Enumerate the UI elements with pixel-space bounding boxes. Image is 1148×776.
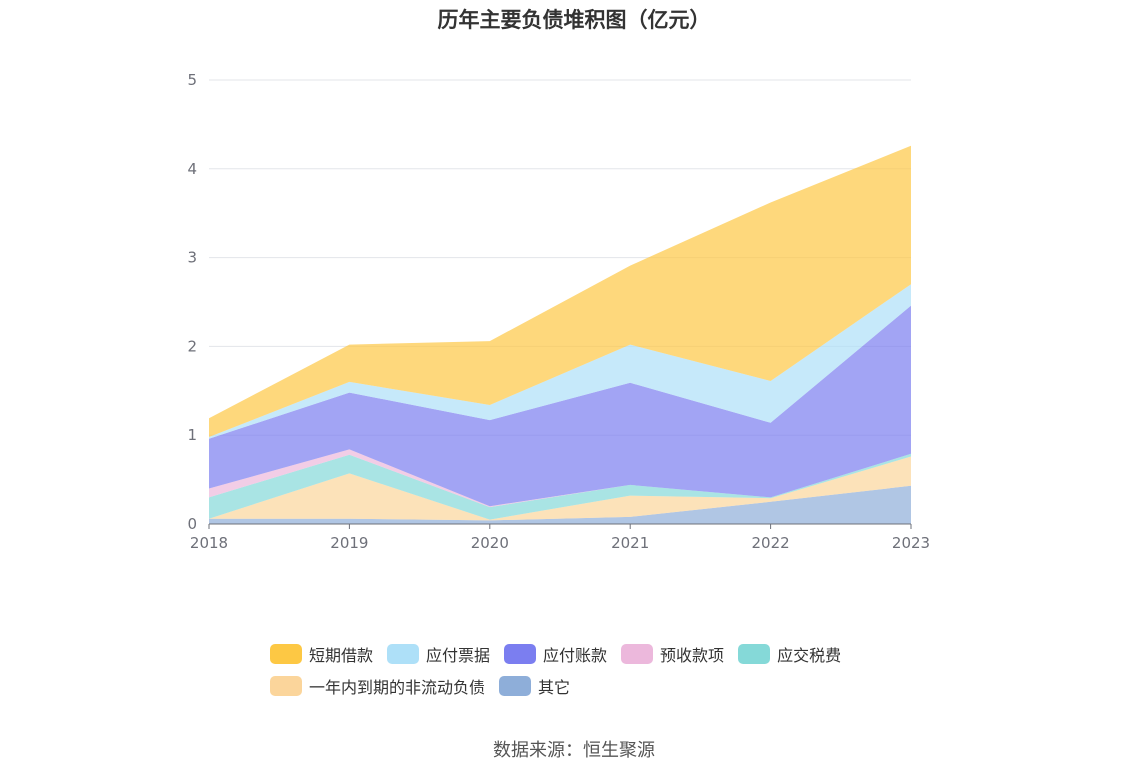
axes: 0 1 2 3 4 5 2018 2019 2020 2021 2022 2023 — [187, 71, 930, 552]
legend-item[interactable]: 应交税费 — [738, 642, 841, 666]
x-tick-label: 2019 — [330, 534, 368, 552]
area-1 — [209, 456, 911, 521]
legend-swatch — [621, 644, 654, 664]
legend-item[interactable]: 一年内到期的非流动负债 — [270, 674, 485, 698]
legend-label: 预收款项 — [660, 646, 725, 665]
y-tick-label: 1 — [187, 426, 197, 444]
y-tick-label: 5 — [187, 71, 197, 89]
legend-label: 短期借款 — [309, 646, 374, 665]
legend-label: 应交税费 — [777, 646, 842, 665]
legend-swatch — [499, 676, 532, 696]
legend-swatch — [738, 644, 771, 664]
legend-item[interactable]: 短期借款 — [270, 642, 373, 666]
area-series — [209, 145, 911, 524]
legend-label: 应付票据 — [426, 646, 491, 665]
y-tick-label: 3 — [187, 249, 197, 267]
y-tick-label: 2 — [187, 337, 197, 355]
area-0 — [209, 485, 911, 524]
legend-row-1: 短期借款 应付票据 应付账款 预收款项 应交税费 — [270, 638, 910, 670]
legend-item[interactable]: 应付账款 — [504, 642, 607, 666]
legend-row-2: 一年内到期的非流动负债 其它 — [270, 670, 910, 702]
area-2 — [209, 453, 911, 520]
y-tick-label: 4 — [187, 160, 197, 178]
legend-item[interactable]: 应付票据 — [387, 642, 490, 666]
legend-item[interactable]: 其它 — [499, 674, 570, 698]
legend-label: 应付账款 — [543, 646, 608, 665]
y-tick-label: 0 — [187, 515, 197, 533]
data-source: 数据来源：恒生聚源 — [493, 740, 655, 761]
area-5 — [209, 284, 911, 439]
chart-title: 历年主要负债堆积图（亿元） — [437, 8, 711, 32]
legend: 短期借款 应付票据 应付账款 预收款项 应交税费 一年内到期的非流动负债 其它 — [270, 638, 910, 702]
x-tick-label: 2021 — [611, 534, 649, 552]
legend-swatch — [270, 644, 302, 664]
area-chart: 0 1 2 3 4 5 2018 2019 2020 2021 2022 2023 — [187, 71, 930, 552]
area-4 — [209, 305, 911, 507]
legend-swatch — [504, 644, 537, 664]
area-3 — [209, 449, 911, 508]
x-tick-label: 2018 — [190, 534, 228, 552]
legend-swatch — [387, 644, 420, 664]
x-tick-label: 2020 — [471, 534, 509, 552]
legend-label: 一年内到期的非流动负债 — [309, 678, 486, 697]
x-tick-label: 2022 — [752, 534, 790, 552]
x-tick-label: 2023 — [892, 534, 930, 552]
legend-swatch — [270, 676, 302, 696]
legend-label: 其它 — [538, 678, 571, 697]
legend-item[interactable]: 预收款项 — [621, 642, 724, 666]
area-6 — [209, 145, 911, 437]
